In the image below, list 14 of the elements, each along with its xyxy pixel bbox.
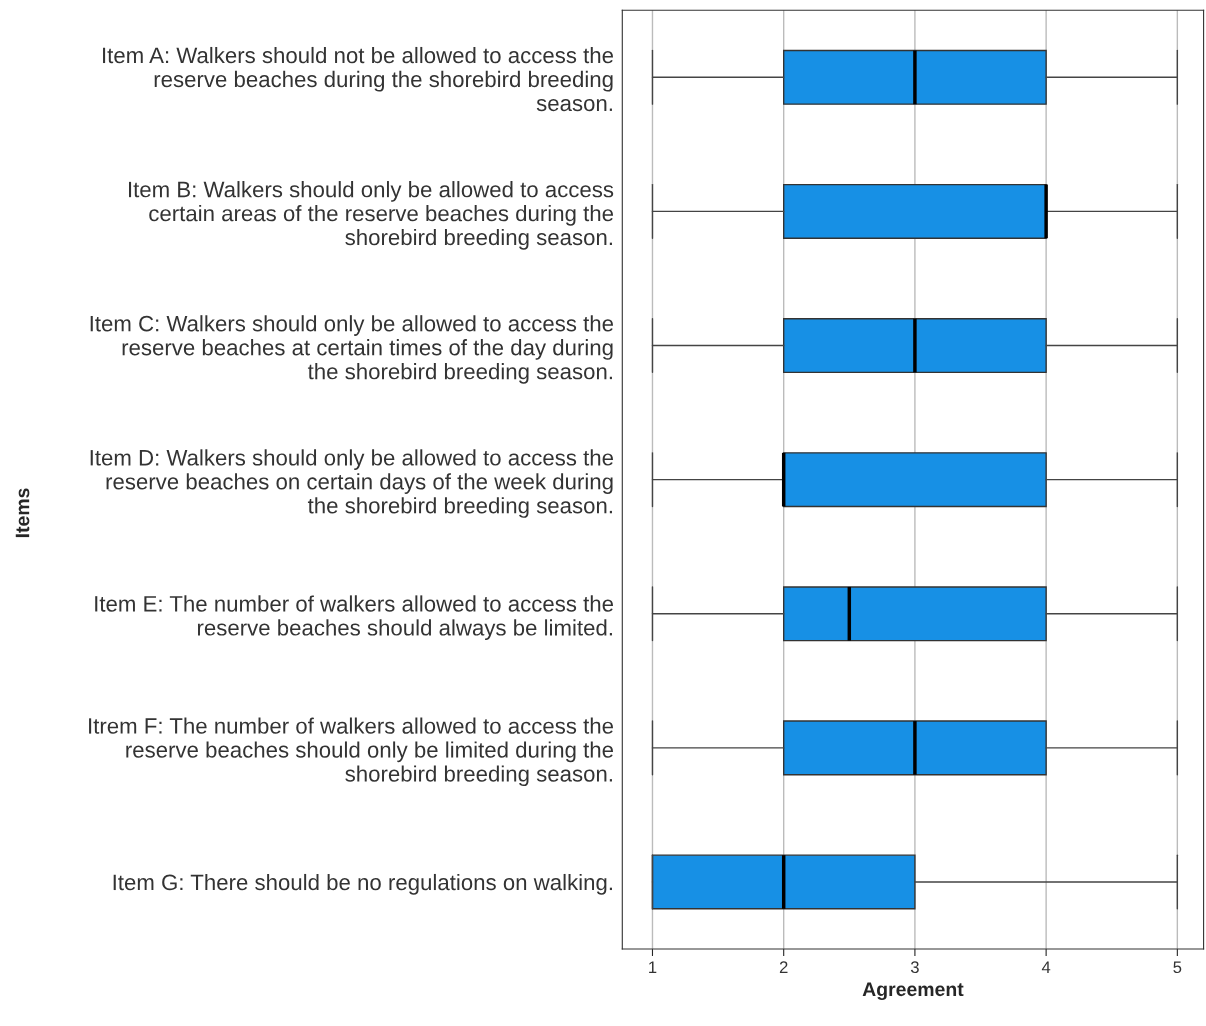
x-tick-label: 3 bbox=[910, 961, 919, 974]
y-tick-label: Item D: Walkers should only be allowed to access the reserve beaches on certain days of the week during the shorebird breeding season. bbox=[90, 449, 613, 518]
x-tick-label: 2 bbox=[779, 961, 788, 973]
y-tick-label: Item G: There should be no regulations on walking. bbox=[113, 873, 612, 895]
x-axis-title: Agreement bbox=[862, 982, 964, 1001]
x-tick-label: 4 bbox=[1041, 961, 1051, 973]
y-axis-title: Items bbox=[15, 488, 30, 538]
y-tick-label: Item E: The number of walkers allowed to access the reserve beaches should always be limited. bbox=[95, 595, 614, 641]
x-tick-label: 5 bbox=[1173, 961, 1182, 974]
y-tick-label: Item B: Walkers should only be allowed to access certain areas of the reserve beaches during the shorebird breeding season. bbox=[128, 181, 614, 250]
y-tick-label: Item A: Walkers should not be allowed to access the reserve beaches during the shorebird breeding season. bbox=[103, 46, 614, 112]
x-tick-label: 1 bbox=[649, 961, 657, 973]
y-tick-label: Itrem F: The number of walkers allowed to access the reserve beaches should only be limited during the shorebird breeding season. bbox=[89, 717, 614, 787]
y-tick-label: Item C: Walkers should only be allowed to access the reserve beaches at certain times of the day during the shorebird breeding season. bbox=[90, 315, 613, 384]
